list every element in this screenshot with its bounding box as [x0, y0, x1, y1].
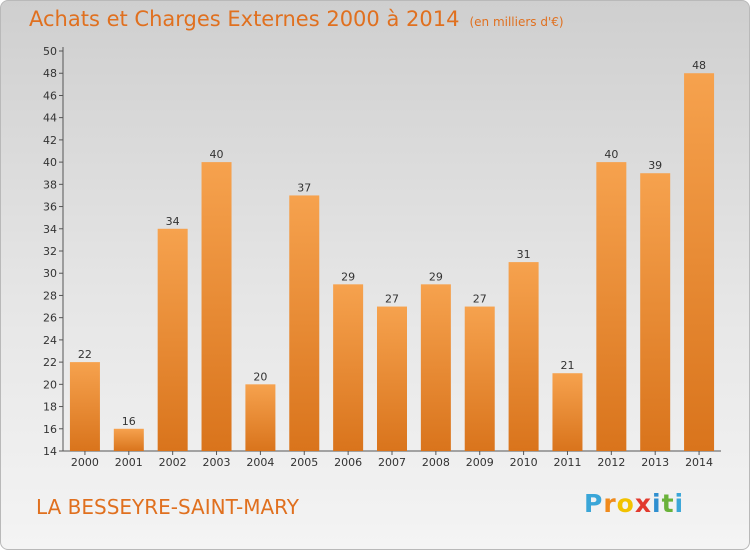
y-tick-label: 36 — [43, 201, 57, 214]
y-tick-label: 38 — [43, 178, 57, 191]
x-tick-label: 2012 — [597, 456, 625, 469]
logo-letter: r — [603, 489, 617, 518]
bar-chart: 14 16 18 20 22 24 26 28 30 32 34 36 38 40 42 44 46 48 50 22… — [43, 45, 721, 469]
y-tick-label: 28 — [43, 289, 57, 302]
y-tick-label: 34 — [43, 223, 57, 236]
y-tick-label: 46 — [43, 89, 57, 102]
x-tick-label: 2002 — [159, 456, 187, 469]
bar-value-label: 29 — [429, 270, 443, 283]
y-tick-label: 44 — [43, 112, 57, 125]
x-tick-label: 2006 — [334, 456, 362, 469]
bar — [640, 173, 671, 451]
bar-value-label: 27 — [473, 293, 487, 306]
chart-unit: (en milliers d'€) — [469, 15, 564, 29]
bar-value-label: 37 — [297, 181, 311, 194]
bar-value-label: 22 — [78, 348, 92, 361]
y-tick-label: 20 — [43, 378, 57, 391]
bar — [684, 73, 715, 451]
bar-value-label: 48 — [692, 59, 706, 72]
logo-letter: i — [652, 489, 662, 518]
y-tick-label: 22 — [43, 356, 57, 369]
bar — [157, 228, 188, 451]
proxiti-logo: Proxiti — [584, 489, 684, 518]
bar — [377, 306, 407, 451]
bar-value-label: 34 — [166, 215, 180, 228]
y-tick-label: 14 — [43, 445, 57, 458]
x-tick-label: 2010 — [510, 456, 538, 469]
bar — [245, 384, 276, 451]
y-tick-label: 50 — [43, 45, 57, 58]
y-tick-label: 30 — [43, 267, 57, 280]
y-tick-label: 32 — [43, 245, 57, 258]
x-tick-label: 2009 — [466, 456, 494, 469]
bar — [113, 428, 144, 451]
bar-value-label: 40 — [604, 148, 618, 161]
y-tick-label: 42 — [43, 134, 57, 147]
y-tick-label: 18 — [43, 401, 57, 414]
y-tick-label: 26 — [43, 312, 57, 325]
y-tick-label: 16 — [43, 423, 57, 436]
logo-letter: x — [634, 489, 652, 518]
x-tick-label: 2014 — [685, 456, 713, 469]
x-tick-label: 2000 — [71, 456, 99, 469]
bar-value-label: 16 — [122, 415, 136, 428]
x-tick-label: 2011 — [553, 456, 581, 469]
bar — [289, 195, 320, 451]
bar — [69, 362, 100, 451]
bar-value-label: 40 — [210, 148, 224, 161]
x-tick-label: 2008 — [422, 456, 450, 469]
x-tick-label: 2005 — [290, 456, 318, 469]
y-tick-label: 24 — [43, 334, 57, 347]
bar — [464, 306, 495, 451]
chart-title: Achats et Charges Externes 2000 à 2014 (e… — [29, 7, 564, 31]
logo-letter: o — [616, 489, 635, 518]
chart-title-text: Achats et Charges Externes 2000 à 2014 — [29, 7, 460, 31]
bar-value-label: 21 — [560, 359, 574, 372]
town-name: LA BESSEYRE-SAINT-MARY — [36, 495, 299, 519]
bar — [596, 162, 627, 451]
bar-value-label: 39 — [648, 159, 662, 172]
bar — [420, 284, 451, 451]
bar — [508, 262, 539, 451]
bar-value-label: 20 — [253, 370, 267, 383]
bar-value-label: 27 — [385, 293, 399, 306]
bar — [201, 162, 232, 451]
x-tick-label: 2004 — [246, 456, 274, 469]
logo-letter: t — [661, 489, 675, 518]
x-tick-label: 2007 — [378, 456, 406, 469]
x-tick-label: 2003 — [203, 456, 231, 469]
x-tick-label: 2001 — [115, 456, 143, 469]
y-tick-label: 40 — [43, 156, 57, 169]
x-tick-label: 2013 — [641, 456, 669, 469]
bar-value-label: 31 — [517, 248, 531, 261]
logo-letter: i — [674, 489, 685, 518]
bar — [333, 284, 364, 451]
y-tick-label: 48 — [43, 67, 57, 80]
logo-letter: P — [584, 489, 604, 518]
bar-value-label: 29 — [341, 270, 355, 283]
bar — [552, 373, 583, 451]
